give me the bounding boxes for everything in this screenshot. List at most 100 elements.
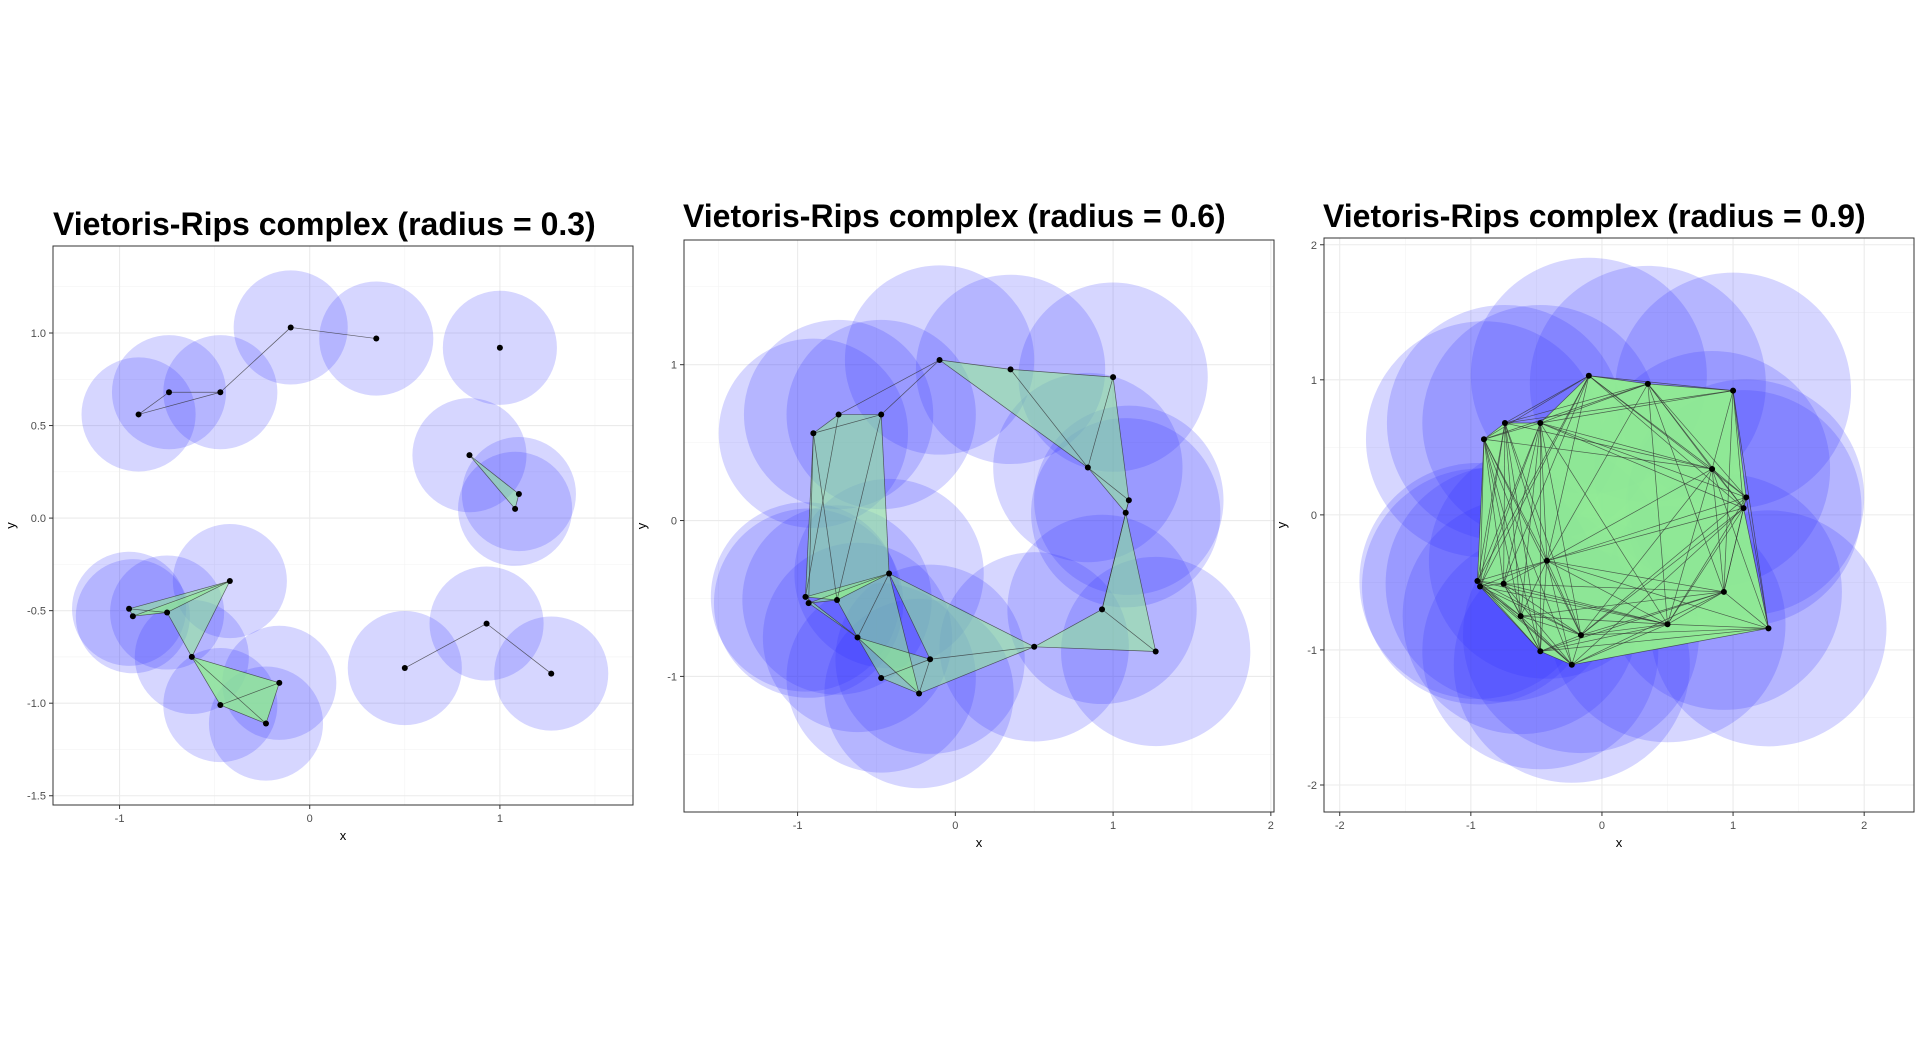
simplex-triangle: [1087, 467, 1129, 513]
edge: [888, 573, 931, 660]
edge: [880, 414, 890, 574]
x-axis-label: x: [1616, 835, 1623, 850]
edge: [220, 682, 280, 706]
data-point: [834, 597, 841, 604]
data-point: [927, 656, 934, 663]
data-point: [276, 679, 283, 686]
edge: [138, 391, 221, 415]
data-point: [1577, 632, 1584, 639]
data-point: [166, 389, 172, 396]
edge: [1546, 375, 1590, 561]
edge: [1540, 591, 1724, 652]
edge: [1723, 591, 1769, 629]
edge: [1667, 497, 1747, 625]
grid: [684, 240, 1274, 812]
edge: [1503, 560, 1548, 585]
edge: [1477, 580, 1668, 625]
edge: [1711, 468, 1747, 498]
edge: [1539, 423, 1548, 561]
simplex-triangle: [1087, 377, 1129, 501]
edge: [1479, 422, 1541, 587]
edge: [1546, 507, 1744, 562]
edge: [1477, 580, 1504, 585]
plot-background: [53, 246, 633, 805]
x-tick-label: 2: [1268, 820, 1274, 832]
edge: [1010, 369, 1089, 468]
edge: [805, 596, 858, 638]
edge: [1723, 508, 1744, 592]
edge: [1483, 375, 1590, 440]
edge: [1571, 634, 1582, 665]
edge: [1479, 586, 1541, 652]
edge: [1540, 650, 1572, 666]
edge: [1479, 422, 1506, 587]
edge: [1087, 377, 1114, 468]
edge: [1667, 591, 1725, 625]
edge: [1711, 390, 1734, 470]
edge: [836, 414, 882, 601]
edge: [1546, 383, 1649, 561]
data-point: [515, 491, 522, 498]
plot-border: [683, 239, 1275, 813]
data-point: [164, 609, 171, 616]
edge: [1101, 609, 1156, 652]
data-point: [129, 613, 136, 620]
edge: [1732, 390, 1747, 498]
data-point: [126, 605, 133, 612]
edge: [857, 637, 931, 660]
y-tick-label: 0: [671, 516, 677, 528]
edge: [469, 454, 520, 495]
edge: [486, 623, 552, 674]
plot-radius-0.9: -2 -1 0 1 2 -2 -1 0 1 2 x y: [1274, 237, 1915, 850]
simplex-triangle: [837, 414, 890, 601]
edge: [1477, 439, 1485, 582]
data-point: [1099, 606, 1106, 613]
edge: [1101, 500, 1130, 610]
edge: [1503, 422, 1541, 584]
edge: [888, 573, 920, 694]
data-point: [466, 452, 473, 459]
edge: [1546, 560, 1582, 636]
edge: [404, 623, 487, 669]
panel-title: Vietoris-Rips complex (radius = 0.3): [53, 206, 596, 242]
edge: [1588, 375, 1734, 391]
simplex-triangle: [1102, 512, 1156, 652]
edge: [1504, 390, 1734, 424]
edge: [1580, 468, 1713, 636]
data-point: [835, 411, 842, 418]
edge: [813, 433, 838, 601]
y-axis-label: y: [634, 522, 649, 529]
edge: [166, 580, 231, 613]
x-tick-label: 1: [1110, 820, 1116, 832]
edge: [132, 580, 230, 617]
panel-title: Vietoris-Rips complex (radius = 0.9): [1323, 198, 1866, 234]
edge: [1571, 627, 1769, 666]
edge: [1647, 383, 1668, 625]
x-tick-label: -1: [793, 820, 803, 832]
edge: [1087, 467, 1126, 513]
edge: [1483, 422, 1506, 440]
data-point: [226, 578, 233, 585]
simplex-triangle: [1034, 609, 1156, 652]
data-point: [1084, 464, 1091, 471]
edge: [1034, 646, 1156, 652]
edge: [1743, 508, 1769, 629]
data-point: [373, 335, 380, 342]
x-tick-label: 0: [952, 820, 958, 832]
data-point: [1007, 366, 1014, 373]
edge: [1520, 615, 1573, 666]
data-point: [287, 324, 294, 331]
edge: [265, 682, 280, 724]
x-axis-label: x: [340, 828, 347, 843]
edge: [1571, 591, 1725, 666]
data-point: [878, 411, 885, 418]
edge: [1010, 369, 1114, 378]
edge: [1546, 468, 1713, 562]
y-tick-label: 2: [1311, 240, 1317, 252]
edge: [1504, 375, 1590, 424]
data-point: [878, 674, 885, 681]
data-point: [135, 411, 142, 418]
edge: [1520, 560, 1548, 617]
edge: [1540, 627, 1769, 652]
